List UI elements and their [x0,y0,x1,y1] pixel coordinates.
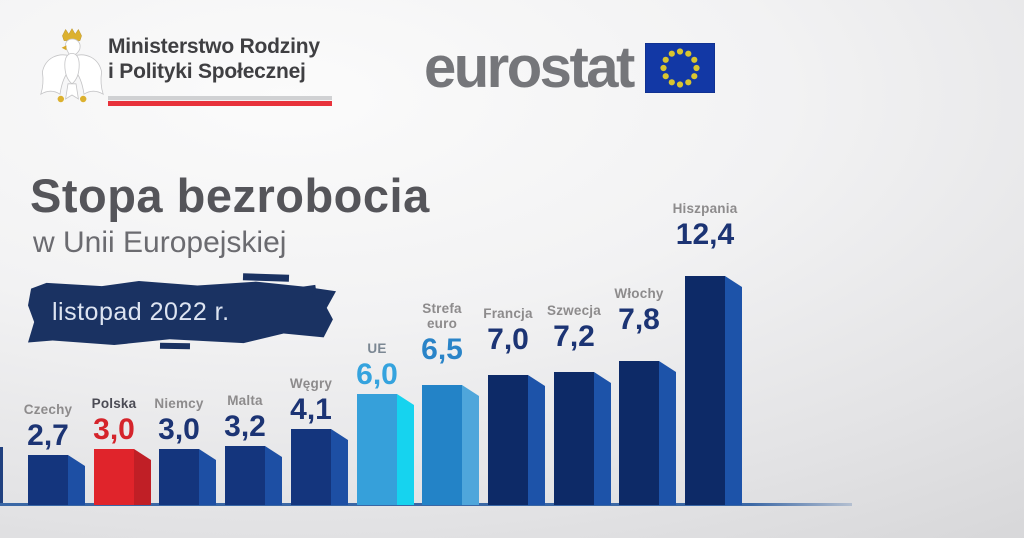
bar-label: Włochy 7,8 [584,286,694,335]
bar-value: 7,8 [618,302,660,336]
bar-country-name: Polska [91,396,137,412]
bar-country-name: Czechy [23,402,73,418]
bar-value: 12,4 [675,217,735,251]
bar-country-name: UE [367,341,387,357]
bar-country-name: Szwecja [547,303,601,319]
ministry-name: Ministerstwo Rodziny i Polityki Społeczn… [108,34,320,84]
bar-side-face [659,361,676,505]
bar-label: Szwecja 7,2 [519,303,629,352]
bar-label: Czechy 2,7 [0,402,103,451]
bar-label: UE 6,0 [322,341,432,390]
flag-stripe-white [108,96,332,100]
bar-country-name: Strefa euro [422,301,462,332]
bar-label: Malta 3,2 [190,393,300,442]
bar-country-name: Malta [227,393,263,409]
bar-label: Francja 7,0 [453,306,563,355]
bar-country-name: Węgry [289,376,333,392]
bar-country-name: Hiszpania [672,201,738,217]
eurostat-wordmark: eurostat [424,35,635,100]
bar-label: Węgry 4,1 [256,376,366,425]
bar-country-name: Niemcy [154,396,204,412]
bar-front-face [159,449,199,505]
bar-country-name: Francja [483,306,533,322]
bar-value: 7,2 [553,319,595,353]
polish-eagle-icon [40,28,104,103]
bar-country-name: Włochy [614,286,664,302]
ministry-name-line2: i Polityki Społecznej [108,60,306,83]
bar-side-face [331,429,348,505]
y-axis [0,447,3,504]
bar-side-face [265,446,282,505]
bar-side-face [594,372,611,505]
flag-stripe-red [108,101,332,106]
bar-front-face [291,429,331,505]
bar-front-face [488,375,528,505]
page-title: Stopa bezrobocia [30,169,430,222]
eu-flag-icon [644,43,715,93]
bar-front-face [619,361,659,505]
bar-front-face [28,455,68,505]
bar-side-face [725,276,742,505]
bar-side-face [134,449,151,505]
bar-value: 3,0 [93,412,135,446]
bar-front-face [422,385,462,505]
bar-value: 7,0 [487,322,529,356]
bar-side-face [397,394,414,505]
eurostat-logo: eurostat [424,35,715,100]
bar-front-face [94,449,134,505]
page-subtitle: w Unii Europejskiej [33,226,287,259]
bar-value: 4,1 [290,392,332,426]
bar-value: 2,7 [27,418,69,452]
bar-label: Niemcy 3,0 [124,396,234,445]
period-label: listopad 2022 r. [52,298,230,326]
bar-value: 6,0 [356,357,398,391]
ministry-logo: Ministerstwo Rodziny i Polityki Społeczn… [30,22,350,114]
bar-front-face [225,446,265,505]
bar-label: Hiszpania 12,4 [650,201,760,250]
bar-value: 6,5 [421,332,463,366]
bar-label: Strefa euro 6,5 [387,301,497,365]
bar-side-face [68,455,85,505]
bar-front-face [357,394,397,505]
bar-value: 3,2 [224,409,266,443]
bar-value: 3,0 [158,412,200,446]
bar-side-face [199,449,216,505]
bar-front-face [685,276,725,505]
bar-side-face [462,385,479,505]
ministry-name-line1: Ministerstwo Rodziny [108,35,320,58]
ministry-flag-rule [108,96,332,106]
bar-front-face [554,372,594,505]
bar-label: Polska 3,0 [59,396,169,445]
bar-side-face [528,375,545,505]
